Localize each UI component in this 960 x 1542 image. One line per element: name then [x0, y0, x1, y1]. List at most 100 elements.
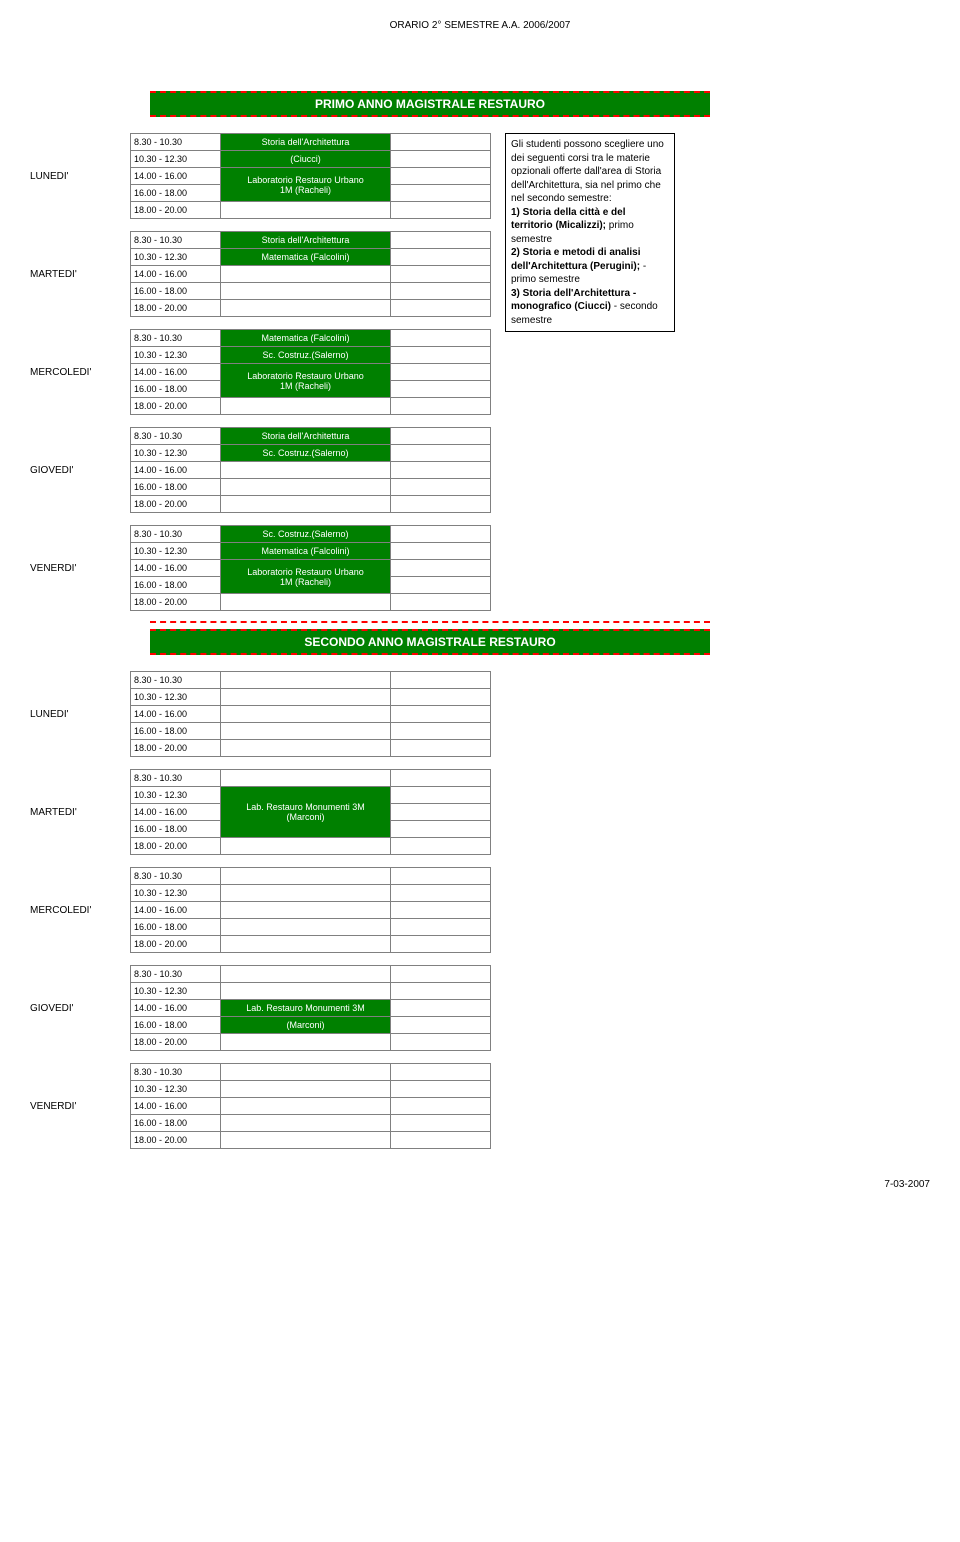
- time-cell: 16.00 - 18.00: [131, 1017, 221, 1034]
- empty-cell: [391, 885, 491, 902]
- day-label-martedi: MARTEDI': [30, 807, 130, 818]
- time-cell: 8.30 - 10.30: [131, 868, 221, 885]
- time-cell: 8.30 - 10.30: [131, 1064, 221, 1081]
- empty-cell: [391, 1034, 491, 1051]
- primo-venerdi-table: 8.30 - 10.30 Sc. Costruz.(Salerno) 10.30…: [130, 525, 491, 611]
- empty-cell: [391, 543, 491, 560]
- time-cell: 16.00 - 18.00: [131, 479, 221, 496]
- empty-cell: [391, 868, 491, 885]
- empty-cell: [221, 723, 391, 740]
- empty-cell: [391, 445, 491, 462]
- lab-line1: Laboratorio Restauro Urbano: [247, 371, 364, 381]
- empty-cell: [221, 1081, 391, 1098]
- lab-line2: 1M (Racheli): [280, 577, 331, 587]
- empty-cell: [391, 1115, 491, 1132]
- time-cell: 8.30 - 10.30: [131, 232, 221, 249]
- lab-line1: Laboratorio Restauro Urbano: [247, 175, 364, 185]
- time-cell: 14.00 - 16.00: [131, 804, 221, 821]
- secondo-mercoledi-table: 8.30 - 10.30 10.30 - 12.30 14.00 - 16.00…: [130, 867, 491, 953]
- empty-cell: [221, 283, 391, 300]
- secondo-venerdi-table: 8.30 - 10.30 10.30 - 12.30 14.00 - 16.00…: [130, 1063, 491, 1149]
- empty-cell: [391, 330, 491, 347]
- time-cell: 10.30 - 12.30: [131, 983, 221, 1000]
- course-cell: Storia dell'Architettura: [221, 428, 391, 445]
- primo-mercoledi-table: 8.30 - 10.30 Matematica (Falcolini) 10.3…: [130, 329, 491, 415]
- empty-cell: [221, 983, 391, 1000]
- time-cell: 14.00 - 16.00: [131, 462, 221, 479]
- empty-cell: [391, 723, 491, 740]
- primo-venerdi-block: VENERDI' 8.30 - 10.30 Sc. Costruz.(Saler…: [30, 525, 491, 611]
- course-cell: Matematica (Falcolini): [221, 543, 391, 560]
- empty-cell: [391, 1132, 491, 1149]
- lab-line2: 1M (Racheli): [280, 381, 331, 391]
- time-cell: 18.00 - 20.00: [131, 496, 221, 513]
- empty-cell: [391, 151, 491, 168]
- empty-cell: [391, 577, 491, 594]
- empty-cell: [221, 1098, 391, 1115]
- empty-cell: [391, 202, 491, 219]
- time-cell: 18.00 - 20.00: [131, 398, 221, 415]
- day-label-lunedi: LUNEDI': [30, 709, 130, 720]
- time-cell: 10.30 - 12.30: [131, 543, 221, 560]
- empty-cell: [391, 168, 491, 185]
- empty-cell: [221, 398, 391, 415]
- lab3m-line2: (Marconi): [286, 812, 324, 822]
- course-cell: Storia dell'Architettura: [221, 134, 391, 151]
- empty-cell: [391, 936, 491, 953]
- time-cell: 14.00 - 16.00: [131, 364, 221, 381]
- secondo-martedi-table: 8.30 - 10.30 10.30 - 12.30 Lab. Restauro…: [130, 769, 491, 855]
- primo-giovedi-table: 8.30 - 10.30 Storia dell'Architettura 10…: [130, 427, 491, 513]
- empty-cell: [221, 706, 391, 723]
- time-cell: 14.00 - 16.00: [131, 706, 221, 723]
- empty-cell: [221, 770, 391, 787]
- time-cell: 8.30 - 10.30: [131, 966, 221, 983]
- empty-cell: [221, 885, 391, 902]
- empty-cell: [221, 300, 391, 317]
- course-cell-lab: Laboratorio Restauro Urbano 1M (Racheli): [221, 560, 391, 594]
- empty-cell: [391, 232, 491, 249]
- empty-cell: [391, 479, 491, 496]
- empty-cell: [221, 594, 391, 611]
- day-label-mercoledi: MERCOLEDI': [30, 367, 130, 378]
- day-label-giovedi: GIOVEDI': [30, 1003, 130, 1014]
- empty-cell: [391, 428, 491, 445]
- empty-cell: [221, 1115, 391, 1132]
- empty-cell: [221, 902, 391, 919]
- time-cell: 18.00 - 20.00: [131, 936, 221, 953]
- empty-cell: [391, 672, 491, 689]
- secondo-mercoledi-block: MERCOLEDI' 8.30 - 10.30 10.30 - 12.30 14…: [30, 867, 930, 953]
- course-cell: Sc. Costruz.(Salerno): [221, 445, 391, 462]
- empty-cell: [221, 479, 391, 496]
- primo-lunedi-block: LUNEDI' 8.30 - 10.30 Storia dell'Archite…: [30, 133, 491, 219]
- time-cell: 10.30 - 12.30: [131, 885, 221, 902]
- empty-cell: [391, 966, 491, 983]
- lab3m-line1: Lab. Restauro Monumenti 3M: [246, 802, 365, 812]
- empty-cell: [221, 266, 391, 283]
- empty-cell: [391, 706, 491, 723]
- day-label-mercoledi: MERCOLEDI': [30, 905, 130, 916]
- empty-cell: [391, 1081, 491, 1098]
- course-cell: Sc. Costruz.(Salerno): [221, 347, 391, 364]
- lab-line1: Laboratorio Restauro Urbano: [247, 567, 364, 577]
- secondo-section-title: SECONDO ANNO MAGISTRALE RESTAURO: [150, 629, 710, 655]
- empty-cell: [391, 462, 491, 479]
- course-cell-lab: Laboratorio Restauro Urbano 1M (Racheli): [221, 364, 391, 398]
- secondo-schedule-stack: LUNEDI' 8.30 - 10.30 10.30 - 12.30 14.00…: [30, 671, 930, 1149]
- primo-mercoledi-block: MERCOLEDI' 8.30 - 10.30 Matematica (Falc…: [30, 329, 491, 415]
- day-label-lunedi: LUNEDI': [30, 171, 130, 182]
- course-cell: (Ciucci): [221, 151, 391, 168]
- empty-cell: [221, 740, 391, 757]
- empty-cell: [391, 134, 491, 151]
- empty-cell: [221, 868, 391, 885]
- time-cell: 18.00 - 20.00: [131, 300, 221, 317]
- course-cell: (Marconi): [221, 1017, 391, 1034]
- time-cell: 8.30 - 10.30: [131, 134, 221, 151]
- time-cell: 8.30 - 10.30: [131, 770, 221, 787]
- secondo-venerdi-block: VENERDI' 8.30 - 10.30 10.30 - 12.30 14.0…: [30, 1063, 930, 1149]
- empty-cell: [221, 1034, 391, 1051]
- note-p1: Gli studenti possono scegliere uno dei s…: [511, 139, 664, 204]
- empty-cell: [391, 1017, 491, 1034]
- empty-cell: [391, 300, 491, 317]
- empty-cell: [391, 381, 491, 398]
- time-cell: 14.00 - 16.00: [131, 902, 221, 919]
